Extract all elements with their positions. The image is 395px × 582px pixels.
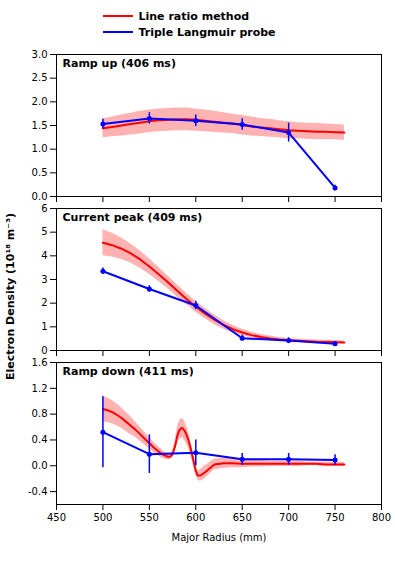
svg-text:1: 1 [41,321,47,332]
html-text:Triple Langmuir probe: Triple Langmuir probe [138,25,276,39]
svg-text:Ramp up (406 ms): Ramp up (406 ms) [63,57,176,70]
svg-text:0.5: 0.5 [32,167,48,178]
html-text:Line ratio method: Line ratio method [138,9,250,23]
svg-text:550: 550 [140,512,159,523]
svg-text:2.5: 2.5 [32,72,48,83]
svg-text:800: 800 [372,512,391,523]
svg-text:700: 700 [279,512,298,523]
svg-text:1.5: 1.5 [32,120,48,131]
svg-text:2.0: 2.0 [32,96,48,107]
svg-text:500: 500 [93,512,112,523]
svg-text:0.8: 0.8 [32,408,48,419]
svg-text:4: 4 [41,250,47,261]
svg-text:0.0: 0.0 [32,191,48,202]
svg-text:0.0: 0.0 [32,460,48,471]
svg-text:650: 650 [233,512,252,523]
svg-text:3: 3 [41,274,47,285]
svg-text:0.4: 0.4 [32,434,48,445]
svg-text:600: 600 [186,512,205,523]
svg-text:1.2: 1.2 [32,383,48,394]
svg-text:2: 2 [41,297,47,308]
svg-text:1.0: 1.0 [32,143,48,154]
svg-text:Current peak (409 ms): Current peak (409 ms) [63,211,203,224]
svg-text:1.6: 1.6 [32,357,48,368]
svg-text:3.0: 3.0 [32,49,48,60]
svg-text:Ramp down (411 ms): Ramp down (411 ms) [63,365,194,378]
svg-text:5: 5 [41,226,47,237]
svg-text:0: 0 [41,345,47,356]
svg-text:6: 6 [41,203,47,214]
svg-text:Major Radius (mm): Major Radius (mm) [172,532,267,543]
html-text:Electron Density (10¹⁸ m⁻³): Electron Density (10¹⁸ m⁻³) [3,213,17,381]
svg-text:450: 450 [47,512,66,523]
svg-text:750: 750 [326,512,345,523]
svg-text:-0.4: -0.4 [28,486,48,497]
